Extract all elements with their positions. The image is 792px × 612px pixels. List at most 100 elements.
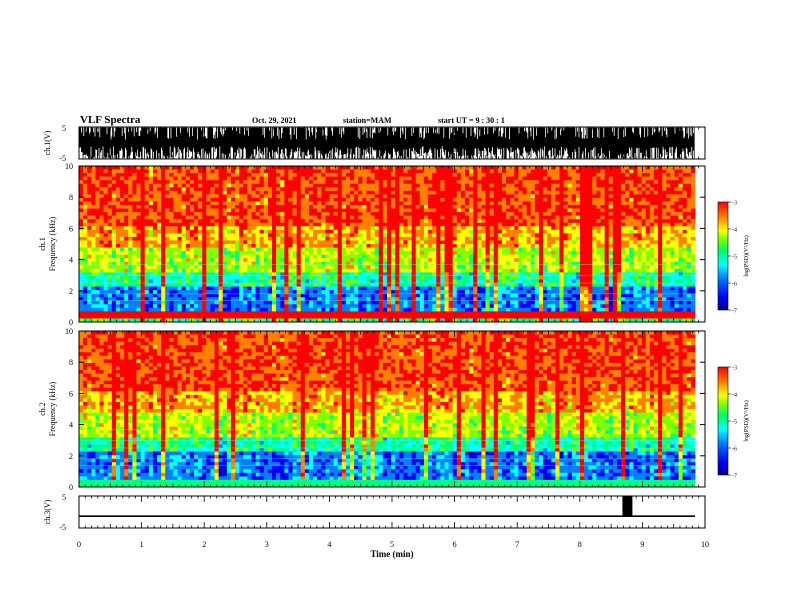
spectrogram-cell (428, 219, 433, 224)
spectrogram-cell (321, 166, 326, 170)
spectrogram-cell (202, 233, 207, 238)
spectrogram-cell (107, 254, 113, 259)
spectrogram-cell (399, 307, 404, 312)
spectrogram-cell (263, 258, 269, 263)
spectrogram-cell (518, 194, 523, 199)
spectrogram-cell (382, 194, 388, 199)
spectrogram-cell (465, 176, 470, 181)
spectrogram-cell (403, 247, 408, 252)
spectrogram-cell (325, 197, 330, 202)
spectrogram-cell (296, 166, 302, 170)
spectrogram-cell (341, 215, 347, 220)
spectrogram-cell (481, 183, 486, 188)
spectrogram-cell (181, 173, 187, 178)
spectrogram-cell (407, 229, 413, 234)
spectrogram-cell (276, 314, 281, 319)
spectrogram-cell (243, 247, 248, 252)
spectrogram-cell (518, 304, 523, 309)
spectrogram-cell (526, 314, 532, 319)
spectrogram-cell (152, 297, 158, 302)
spectrogram-cell (317, 300, 322, 305)
spectrogram-cell (317, 286, 322, 291)
spectrogram-cell (313, 183, 318, 188)
spectrogram-cell (296, 233, 302, 238)
spectrogram-cell (518, 229, 523, 234)
spectrogram-cell (128, 201, 133, 206)
spectrogram-cell (362, 190, 367, 195)
spectrogram-cell (333, 290, 339, 295)
spectrogram-cell (214, 240, 220, 245)
spectrogram-cell (136, 212, 141, 217)
spectrogram-cell (308, 293, 314, 298)
spectrogram-cell (329, 290, 335, 295)
spectrogram-cell (173, 205, 178, 209)
spectrogram-cell (255, 226, 261, 231)
spectrogram-cell (255, 244, 261, 248)
spectrogram-cell (358, 219, 363, 224)
spectrogram-cell (469, 272, 474, 277)
spectrogram-cell (534, 240, 540, 245)
spectrogram-cell (350, 247, 355, 252)
spectrogram-cell (124, 219, 129, 224)
spectrogram-cell (152, 279, 158, 284)
spectrogram-cell (448, 180, 454, 185)
spectrogram-cell (460, 275, 466, 280)
spectrogram-cell (444, 190, 449, 195)
spectrogram-cell (477, 208, 482, 213)
spectrogram-cell (189, 197, 195, 202)
spectrogram-cell (218, 318, 224, 323)
spectrogram-cell (321, 272, 326, 277)
spectrogram-cell (255, 183, 261, 188)
spectrogram-cell (501, 190, 507, 195)
spectrogram-cell (538, 244, 544, 248)
spectrogram-cell (222, 166, 228, 170)
spectrogram-cell (284, 275, 289, 280)
spectrogram-cell (333, 201, 339, 206)
spectrogram-cell (189, 318, 195, 323)
spectrogram-cell (469, 268, 474, 273)
spectrogram-cell (407, 201, 413, 206)
spectrogram-cell (91, 307, 96, 312)
spectrogram-cell (239, 283, 244, 287)
spectrogram-cell (292, 275, 298, 280)
spectrogram-cell (386, 304, 392, 309)
spectrogram-cell (378, 236, 384, 241)
spectrogram-cell (506, 169, 511, 174)
spectrogram-cell (210, 166, 215, 170)
spectrogram-cell (103, 194, 109, 199)
spectrogram-cell (148, 180, 154, 185)
spectrogram-cell (111, 272, 117, 277)
spectrogram-cell (386, 247, 392, 252)
spectrogram-cell (440, 261, 445, 266)
spectrogram-cell (374, 290, 380, 295)
spectrogram-cell (222, 318, 228, 323)
spectrogram-cell (288, 190, 293, 195)
spectrogram-cell (83, 293, 88, 298)
spectrogram-cell (530, 205, 536, 209)
spectrogram-cell (325, 215, 330, 220)
spectrogram-cell (436, 183, 441, 188)
spectrogram-cell (288, 254, 293, 259)
spectrogram-cell (120, 318, 125, 323)
spectrogram-cell (358, 244, 363, 248)
spectrogram-cell (193, 293, 199, 298)
spectrogram-cell (193, 201, 199, 206)
spectrogram-cell (489, 272, 495, 277)
spectrogram-cell (329, 304, 335, 309)
spectrogram-cell (378, 275, 384, 280)
spectrogram-cell (210, 247, 215, 252)
spectrogram-cell (423, 304, 429, 309)
spectrogram-cell (374, 297, 380, 302)
spectrogram-cell (538, 268, 544, 273)
spectrogram-cell (296, 279, 302, 284)
spectrogram-cell (296, 194, 302, 199)
spectrogram-cell (317, 304, 322, 309)
spectrogram-cell (465, 205, 470, 209)
spectrogram-cell (177, 265, 183, 270)
spectrogram-cell (345, 169, 351, 174)
spectrogram-cell (399, 215, 404, 220)
spectrogram-cell (325, 190, 330, 195)
spectrogram-cell (107, 194, 113, 199)
spectrogram-cell (206, 247, 211, 252)
spectrogram-cell (87, 194, 92, 199)
